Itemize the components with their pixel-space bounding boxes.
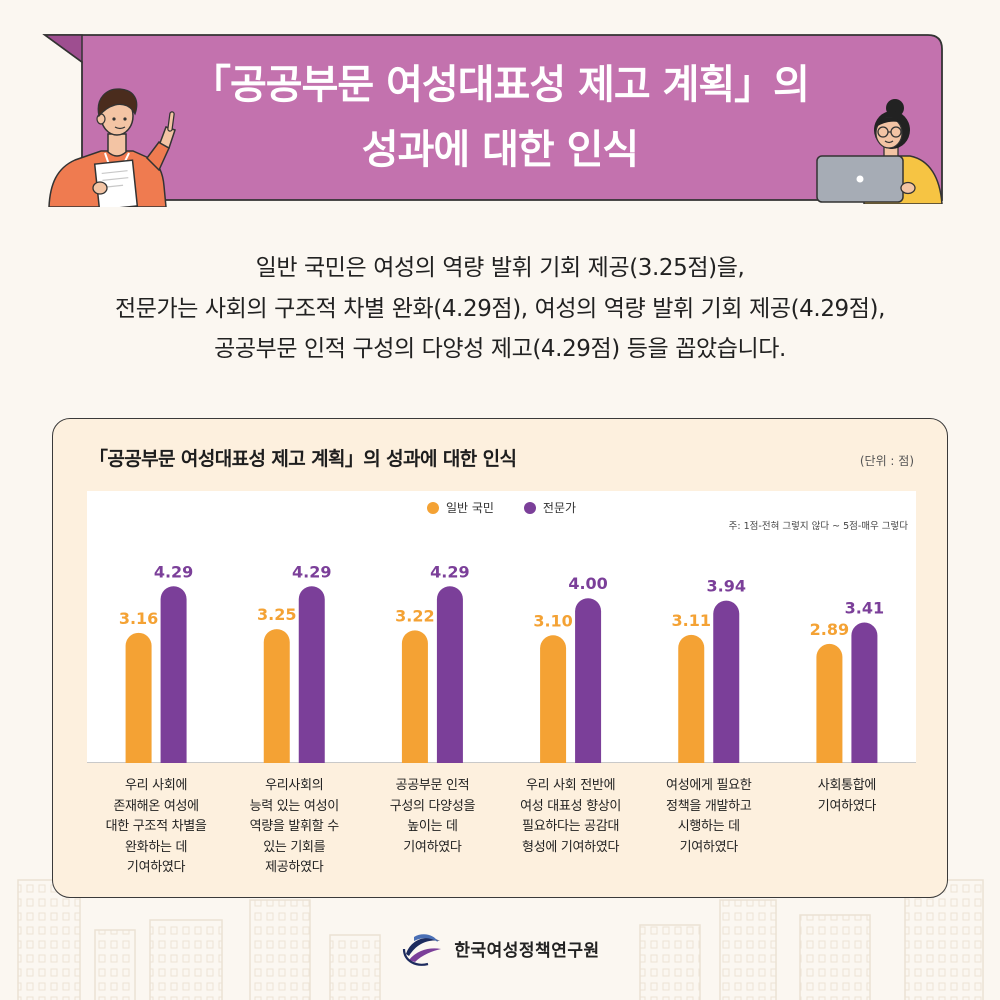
bar-experts-3 [436, 586, 463, 763]
value-label-experts-1: 4.29 [154, 562, 193, 581]
chart-title: 「공공부문 여성대표성 제고 계획」의 성과에 대한 인식 [89, 448, 517, 470]
banner-title-line-2: 성과에 대한 인식 [361, 127, 639, 173]
legend-item-experts: 전문가 [523, 499, 577, 516]
bar-experts-5 [713, 600, 740, 763]
laptop-illustration [816, 155, 904, 203]
bar-general-public-1 [125, 632, 152, 763]
legend-item-general-public: 일반 국민 [426, 499, 494, 516]
chart-plot-area: 3.16 3.25 3.22 3.10 3.11 2.89 4.29 4.29 4.29 4.00… [87, 491, 916, 763]
footer-logo: 한국여성정책연구원 [0, 928, 1000, 968]
chart-scale-note: 주: 1점-전혀 그렇지 않다 ~ 5점-매우 그렇다 [728, 521, 908, 532]
value-label-experts-6: 3.41 [845, 599, 884, 618]
value-label-experts-2: 4.29 [292, 562, 331, 581]
man-character-illustration [48, 88, 176, 207]
bar-general-public-5 [678, 634, 705, 763]
summary-line-1: 일반 국민은 여성의 역량 발휘 기회 제공(3.25점)을, [255, 255, 745, 281]
bar-general-public-6 [816, 643, 843, 763]
bar-general-public-4 [540, 635, 567, 763]
category-label-6: 사회통합에 기여하였다 [817, 778, 877, 814]
value-label-general-public-6: 2.89 [810, 620, 849, 639]
legend-label-experts: 전문가 [542, 501, 577, 515]
bar-experts-4 [575, 598, 602, 763]
chart-unit-label: (단위 : 점) [859, 454, 914, 468]
value-label-general-public-1: 3.16 [119, 609, 158, 628]
legend-label-general-public: 일반 국민 [445, 501, 494, 515]
bar-experts-6 [851, 622, 878, 763]
bar-general-public-3 [401, 630, 428, 763]
chart-card: 「공공부문 여성대표성 제고 계획」의 성과에 대한 인식 (단위 : 점) 3… [52, 418, 948, 898]
category-label-2: 우리사회의 능력 있는 여성이 역량을 발휘할 수 있는 기회를 제공하였다 [249, 778, 340, 875]
legend-dot-experts [523, 501, 536, 514]
legend-dot-general-public [426, 501, 439, 514]
value-label-general-public-5: 3.11 [672, 611, 711, 630]
title-banner [42, 34, 943, 201]
bar-experts-2 [298, 586, 325, 763]
value-label-general-public-2: 3.25 [257, 605, 296, 624]
category-label-5: 여성에게 필요한 정책을 개발하고 시행하는 데 기여하였다 [666, 778, 752, 855]
value-label-general-public-3: 3.22 [395, 606, 434, 625]
category-labels: 우리 사회에 존재해온 여성에 대한 구조적 차별을 완화하는 데 기여하였다 … [87, 776, 916, 879]
woman-character-illustration [816, 99, 943, 204]
banner-title: 「공공부문 여성대표성 제고 계획」의 성과에 대한 인식 [0, 53, 1000, 183]
bar-chart: 3.16 3.25 3.22 3.10 3.11 2.89 4.29 4.29 4.29 4.00… [87, 562, 916, 763]
value-label-experts-3: 4.29 [430, 562, 469, 581]
value-label-experts-5: 3.94 [707, 577, 746, 596]
value-label-general-public-4: 3.10 [533, 611, 572, 630]
institute-name: 한국여성정책연구원 [454, 940, 600, 961]
value-label-experts-4: 4.00 [568, 574, 607, 593]
bar-general-public-2 [263, 629, 290, 763]
summary-line-3: 공공부문 인적 구성의 다양성 제고(4.29점) 등을 꼽았습니다. [214, 336, 786, 362]
category-label-1: 우리 사회에 존재해온 여성에 대한 구조적 차별을 완화하는 데 기여하였다 [105, 778, 207, 875]
summary-text: 일반 국민은 여성의 역량 발휘 기회 제공(3.25점)을, 전문가는 사회의… [0, 248, 1000, 370]
category-label-4: 우리 사회 전반에 여성 대표성 향상이 필요하다는 공감대 형성에 기여하였다 [520, 778, 622, 855]
chart-legend: 일반 국민 전문가 [87, 499, 916, 516]
institute-logo-icon [403, 934, 442, 966]
banner-title-line-1: 「공공부문 여성대표성 제고 계획」의 [191, 62, 810, 108]
bar-experts-1 [160, 586, 187, 763]
category-label-3: 공공부문 인적 구성의 다양성을 높이는 데 기여하였다 [389, 778, 476, 855]
background-buildings [17, 879, 984, 1000]
summary-line-2: 전문가는 사회의 구조적 차별 완화(4.29점), 여성의 역량 발휘 기회 … [114, 295, 886, 322]
